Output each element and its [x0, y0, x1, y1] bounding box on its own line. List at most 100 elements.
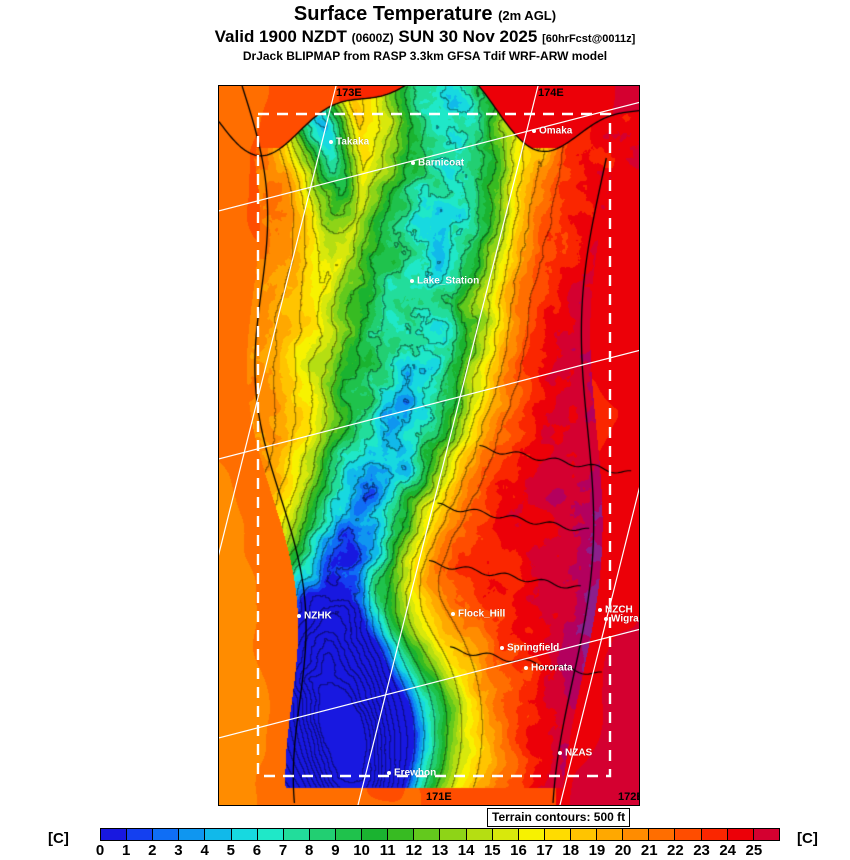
station-label: Lake_Station	[417, 275, 480, 287]
longitude-label: 174E	[538, 87, 564, 99]
colorbar-swatch	[649, 829, 676, 840]
station-dot-icon	[387, 770, 391, 775]
station-marker[interactable]: Flock_Hill	[451, 605, 505, 623]
valid-time: Valid 1900 NZDT	[214, 27, 347, 46]
colorbar-tick-label: 9	[331, 842, 340, 859]
colorbar-swatch	[492, 829, 519, 840]
station-dot-icon	[558, 750, 562, 755]
graticule	[219, 86, 639, 805]
colorbar-swatch	[753, 829, 779, 840]
station-dot-icon	[598, 607, 602, 612]
page-title-suffix: (2m AGL)	[498, 8, 557, 23]
station-marker[interactable]: Wigram	[604, 610, 639, 628]
forecast-domain-box	[256, 112, 612, 778]
colorbar-swatch	[283, 829, 310, 840]
colorbar-tick-label: 7	[278, 842, 288, 859]
colorbar-swatch	[388, 829, 415, 840]
station-dot-icon	[524, 665, 528, 670]
colorbar-tick-label: 3	[174, 842, 183, 859]
station-label: Erewhon	[394, 767, 437, 779]
longitude-label: 171E	[426, 791, 452, 803]
colorbar-tick-label: 1	[121, 842, 131, 859]
station-marker[interactable]: Hororata	[524, 659, 573, 677]
colorbar-swatch	[597, 829, 624, 840]
meridian-line	[559, 486, 639, 805]
station-marker[interactable]: NZCH	[598, 601, 633, 619]
title-block: Surface Temperature (2m AGL) Valid 1900 …	[0, 0, 850, 64]
parallel-line	[219, 628, 639, 739]
colorbar-swatch	[440, 829, 467, 840]
colorbar-tick-label: 16	[510, 842, 527, 859]
parallel-line	[219, 101, 639, 212]
station-marker[interactable]: NZHK	[297, 607, 332, 625]
colorbar-swatch	[205, 829, 232, 840]
colorbar-swatch	[309, 829, 336, 840]
colorbar-tick-label: 11	[379, 842, 396, 859]
station-marker[interactable]: NZAS	[558, 744, 592, 762]
map-overlay: 41S42S43S42S43S44S173E174E171E172ETakaka…	[219, 86, 639, 805]
colorbar-tick-label: 21	[640, 842, 658, 859]
station-dot-icon	[451, 611, 455, 616]
station-label: Takaka	[336, 136, 370, 148]
forecast-tag: [60hrFcst@0011z]	[542, 33, 636, 45]
station-marker[interactable]: Barnicoat	[411, 154, 464, 172]
colorbar-tick-label: 19	[588, 842, 606, 859]
station-label: Barnicoat	[418, 157, 465, 169]
station-marker[interactable]: Omaka	[532, 122, 572, 140]
station-dot-icon	[410, 278, 414, 283]
station-marker[interactable]: Takaka	[329, 133, 369, 151]
station-label: NZAS	[565, 747, 593, 759]
colorbar-tick-label: 13	[431, 842, 449, 859]
colorbar-tick-label: 12	[405, 842, 423, 859]
station-dot-icon	[532, 128, 536, 133]
station-marker[interactable]: Erewhon	[387, 764, 436, 782]
colorbar-swatch	[335, 829, 363, 840]
station-marker[interactable]: Lake_Station	[410, 272, 479, 290]
colorbar-swatch	[231, 829, 258, 840]
colorbar	[100, 828, 780, 841]
valid-utc: (0600Z)	[351, 31, 394, 45]
colorbar-swatch	[675, 829, 702, 840]
temperature-map[interactable]: 41S42S43S42S43S44S173E174E171E172ETakaka…	[218, 85, 640, 806]
station-dot-icon	[604, 616, 608, 621]
station-label: Hororata	[531, 662, 573, 674]
colorbar-swatch	[518, 829, 545, 840]
meridian-line	[219, 86, 337, 556]
colorbar-swatch	[101, 829, 128, 840]
parallel-line	[219, 349, 639, 460]
colorbar-row: [C] 0 1 2 3 4 5 6 7 8 9 10 11 12 13 14 15 16 17 18 19 20 21 22…	[0, 828, 850, 860]
valid-date: SUN 30 Nov 2025	[398, 27, 538, 46]
terrain-legend: Terrain contours: 500 ft	[487, 808, 631, 827]
colorbar-tick-label: 25	[745, 842, 763, 859]
colorbar-swatch	[153, 829, 180, 840]
colorbar-tick-label: 8	[305, 842, 314, 859]
colorbar-tick-label: 0	[95, 842, 105, 859]
colorbar-swatch	[544, 829, 571, 840]
colorbar-swatch	[179, 829, 206, 840]
colorbar-unit-right: [C]	[797, 830, 818, 847]
valid-line: Valid 1900 NZDT (0600Z) SUN 30 Nov 2025 …	[0, 27, 850, 49]
colorbar-tick-label: 15	[483, 842, 501, 859]
colorbar-swatch	[570, 829, 598, 840]
station-dot-icon	[297, 613, 301, 618]
colorbar-swatch	[127, 829, 154, 840]
colorbar-tick-label: 17	[536, 842, 553, 859]
colorbar-swatch	[701, 829, 728, 840]
longitude-label: 173E	[336, 87, 362, 99]
colorbar-swatch	[414, 829, 441, 840]
meridian-line	[357, 86, 539, 805]
station-marker[interactable]: Springfield	[500, 639, 559, 657]
colorbar-tick-label: 14	[457, 842, 475, 859]
colorbar-tick-label: 24	[719, 842, 737, 859]
colorbar-swatch	[727, 829, 754, 840]
colorbar-swatch	[257, 829, 284, 840]
station-label: Wigram	[611, 613, 639, 625]
colorbar-tick-label: 6	[252, 842, 262, 859]
page-title-text: Surface Temperature	[293, 3, 493, 25]
colorbar-tick-label: 20	[614, 842, 632, 859]
station-label: Springfield	[507, 642, 560, 654]
station-label: Flock_Hill	[458, 608, 506, 620]
colorbar-swatch	[362, 829, 389, 840]
longitude-label: 172E	[618, 791, 639, 803]
